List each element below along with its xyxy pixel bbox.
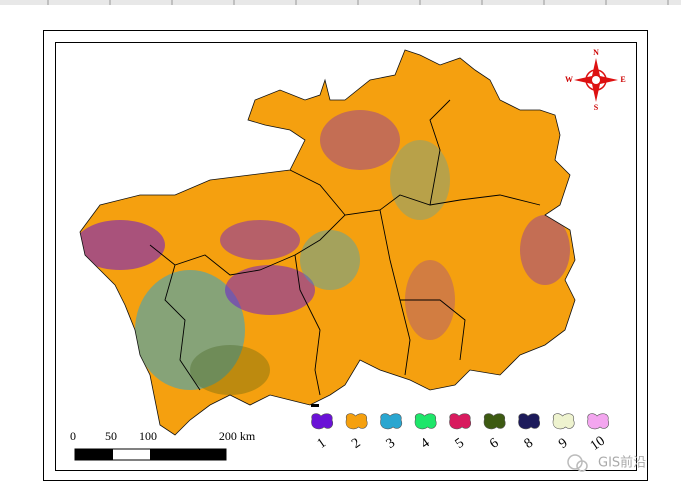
compass-east: E <box>620 75 625 84</box>
legend-swatch <box>587 413 610 430</box>
legend-swatch <box>518 413 541 430</box>
watermark: GIS前沿 <box>567 454 646 472</box>
legend-swatch <box>449 413 472 430</box>
compass-south: S <box>594 103 599 112</box>
legend-swatch <box>345 413 368 430</box>
compass-west: W <box>565 75 573 84</box>
legend-swatch <box>380 413 403 430</box>
scale-bar: 0 50 100 200 km <box>70 429 256 461</box>
legend-swatch <box>414 413 437 430</box>
toolbar-strip <box>0 0 681 5</box>
inner-frame <box>55 42 637 471</box>
legend-marker <box>311 404 319 407</box>
scale-label: 50 <box>105 429 117 443</box>
legend-swatch <box>311 413 334 430</box>
scale-label: 100 <box>139 429 157 443</box>
admin-boundaries <box>149 99 541 396</box>
toolbar-dividers <box>47 0 669 5</box>
scale-label: 200 km <box>219 429 256 443</box>
province-map <box>79 49 576 436</box>
legend-swatch <box>483 413 506 430</box>
compass-north: N <box>593 48 599 57</box>
class-patches <box>80 110 570 395</box>
scale-label: 0 <box>70 429 76 443</box>
compass: N S W E <box>565 48 626 112</box>
legend-swatch <box>552 413 575 430</box>
watermark-text: GIS前沿 <box>598 455 646 471</box>
